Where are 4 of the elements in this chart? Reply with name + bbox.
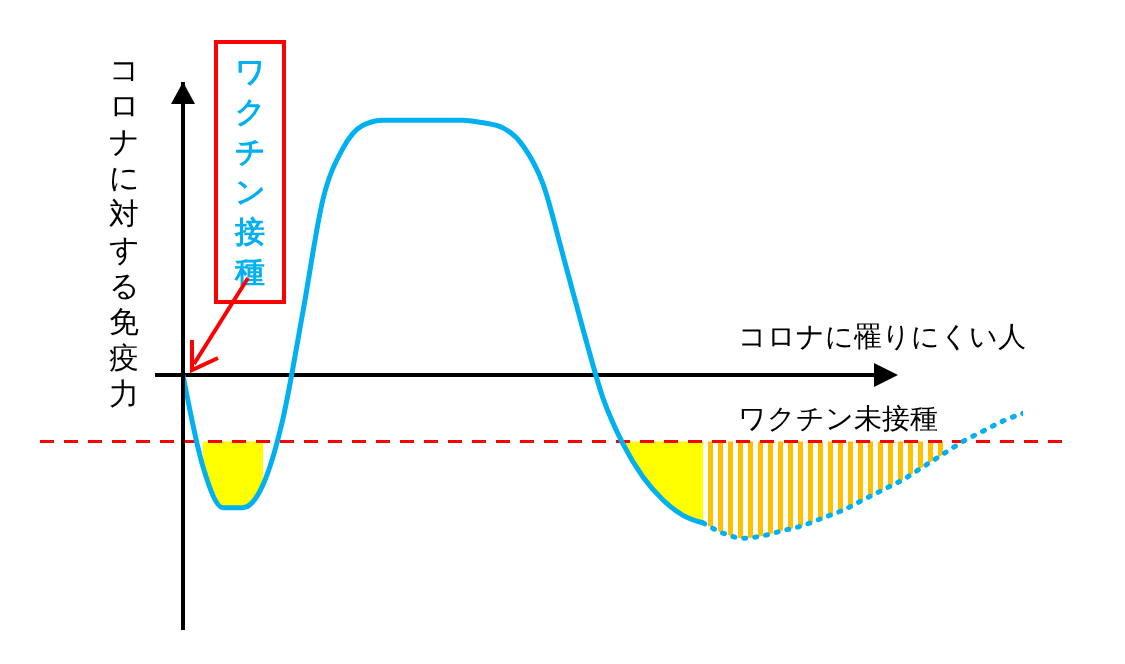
- annotation: ワクチン接種: [233, 53, 267, 291]
- annotation: ワクチン未接種: [738, 401, 938, 437]
- annotation: コロナに罹りにくい人: [738, 319, 1026, 355]
- text: コロナに対する免疫力: [108, 52, 140, 411]
